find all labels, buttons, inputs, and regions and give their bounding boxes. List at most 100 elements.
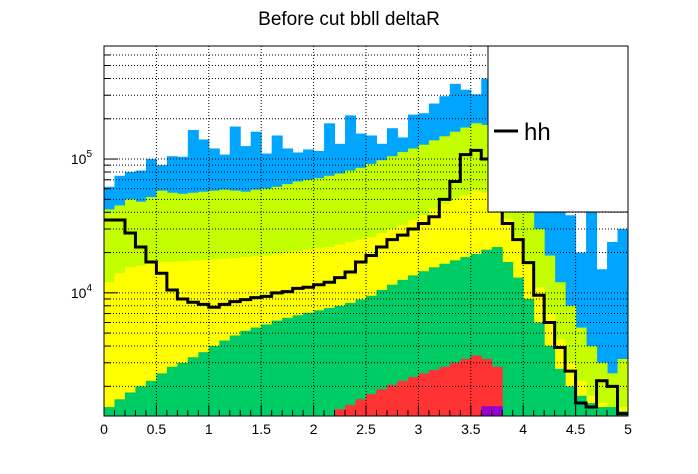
legend-label: hh xyxy=(524,119,551,146)
stack-bar xyxy=(407,376,419,416)
x-tick-label: 1 xyxy=(205,421,213,437)
stack-bar xyxy=(366,295,377,416)
stack-bar xyxy=(219,340,231,416)
stack-bar xyxy=(124,392,136,416)
stack-bar xyxy=(282,317,294,416)
stack-bar xyxy=(386,384,398,416)
stack-bar xyxy=(439,263,451,416)
stack-bar xyxy=(481,359,493,416)
x-tick-label: 5 xyxy=(624,421,632,437)
stack-bar xyxy=(187,357,199,416)
stack-bar xyxy=(586,403,598,416)
stack-bar xyxy=(386,284,398,416)
x-tick-label: 4 xyxy=(519,421,527,437)
stack-bar xyxy=(439,366,451,416)
stack-layer-4 xyxy=(334,355,503,416)
stack-bar xyxy=(449,260,461,416)
x-tick-label: 0.5 xyxy=(147,421,167,437)
stack-bar xyxy=(586,346,598,416)
stack-bar xyxy=(376,289,388,416)
stack-bar xyxy=(135,386,147,416)
stack-bar xyxy=(575,395,587,416)
stack-bar xyxy=(460,359,472,416)
stack-bar xyxy=(124,267,136,416)
stack-bar xyxy=(617,229,628,416)
stack-bar xyxy=(135,265,147,416)
x-tick-label: 4.5 xyxy=(566,421,586,437)
stack-bar xyxy=(345,302,357,416)
stack-bar xyxy=(303,312,315,416)
y-tick-label: 104 xyxy=(71,283,93,301)
stack-bar xyxy=(428,267,440,416)
stack-bar xyxy=(104,282,115,416)
stack-bar xyxy=(366,394,377,416)
stack-bar xyxy=(418,373,430,416)
stack-bar xyxy=(334,409,346,416)
stack-bar xyxy=(345,405,357,416)
stack-bar xyxy=(156,261,168,416)
stack-bar xyxy=(114,273,126,416)
stack-bar xyxy=(166,366,178,416)
stack-bar xyxy=(397,380,409,416)
stack-bar xyxy=(596,407,608,416)
stack-bar xyxy=(481,406,493,416)
stack-bar xyxy=(229,335,241,416)
chart-title: Before cut bbll deltaR xyxy=(258,9,440,30)
grid xyxy=(104,46,628,416)
stack-bar xyxy=(596,362,608,416)
stack-bar xyxy=(491,366,503,416)
stack-bar xyxy=(271,320,283,416)
stack-bar xyxy=(324,308,336,416)
x-tick-label: 1.5 xyxy=(251,421,271,437)
stack-bar xyxy=(596,269,608,416)
stack-bar xyxy=(145,263,157,416)
stack-bar xyxy=(355,399,367,416)
x-tick-label: 3 xyxy=(415,421,423,437)
overlay-hh-line xyxy=(104,148,628,416)
x-axis: 0 0.5 1 1.5 2 2.5 3 3.5 4 4.5 5 xyxy=(100,405,632,437)
stack-bar xyxy=(334,305,346,416)
stack-bar xyxy=(208,346,220,416)
stack-bar xyxy=(250,327,262,416)
stack-bar xyxy=(502,261,514,416)
stack-bar xyxy=(544,346,556,416)
stack-bar xyxy=(481,249,493,416)
stack-bar xyxy=(166,261,178,416)
stack-bar xyxy=(575,327,587,416)
stack-bar xyxy=(104,407,115,416)
stack-bar xyxy=(376,389,388,416)
stack-bar xyxy=(607,407,619,416)
stack-bar xyxy=(177,261,189,416)
stack-bar xyxy=(313,310,325,416)
stack-layer-5 xyxy=(481,406,503,416)
stack-bar xyxy=(114,399,126,416)
stack-bar xyxy=(554,368,566,416)
stack-bar xyxy=(145,380,157,416)
stack-bar xyxy=(607,241,619,416)
stack-bar xyxy=(470,355,482,416)
stack-bar xyxy=(198,352,210,416)
stack-bar xyxy=(261,324,273,416)
y-axis: 104 105 xyxy=(71,45,118,387)
x-tick-label: 3.5 xyxy=(461,421,481,437)
stack-bar xyxy=(397,279,409,416)
stack-bar xyxy=(565,386,577,416)
stack-bar xyxy=(292,315,304,416)
stack-bar xyxy=(523,298,535,416)
x-tick-label: 0 xyxy=(100,421,108,437)
stack-bar xyxy=(607,373,619,416)
legend: hh xyxy=(487,45,629,213)
stack-bar xyxy=(512,277,524,416)
stack-bar xyxy=(219,258,231,416)
x-tick-label: 2 xyxy=(310,421,318,437)
stack-bar xyxy=(449,362,461,416)
stack-bar xyxy=(418,271,430,416)
stack-bar xyxy=(187,260,199,416)
stack-bar xyxy=(198,259,210,416)
stack-bar xyxy=(491,247,503,416)
stack-bar xyxy=(208,259,220,416)
stack-bar xyxy=(428,369,440,416)
stack-bar xyxy=(565,305,577,416)
stack-bar xyxy=(586,205,598,416)
